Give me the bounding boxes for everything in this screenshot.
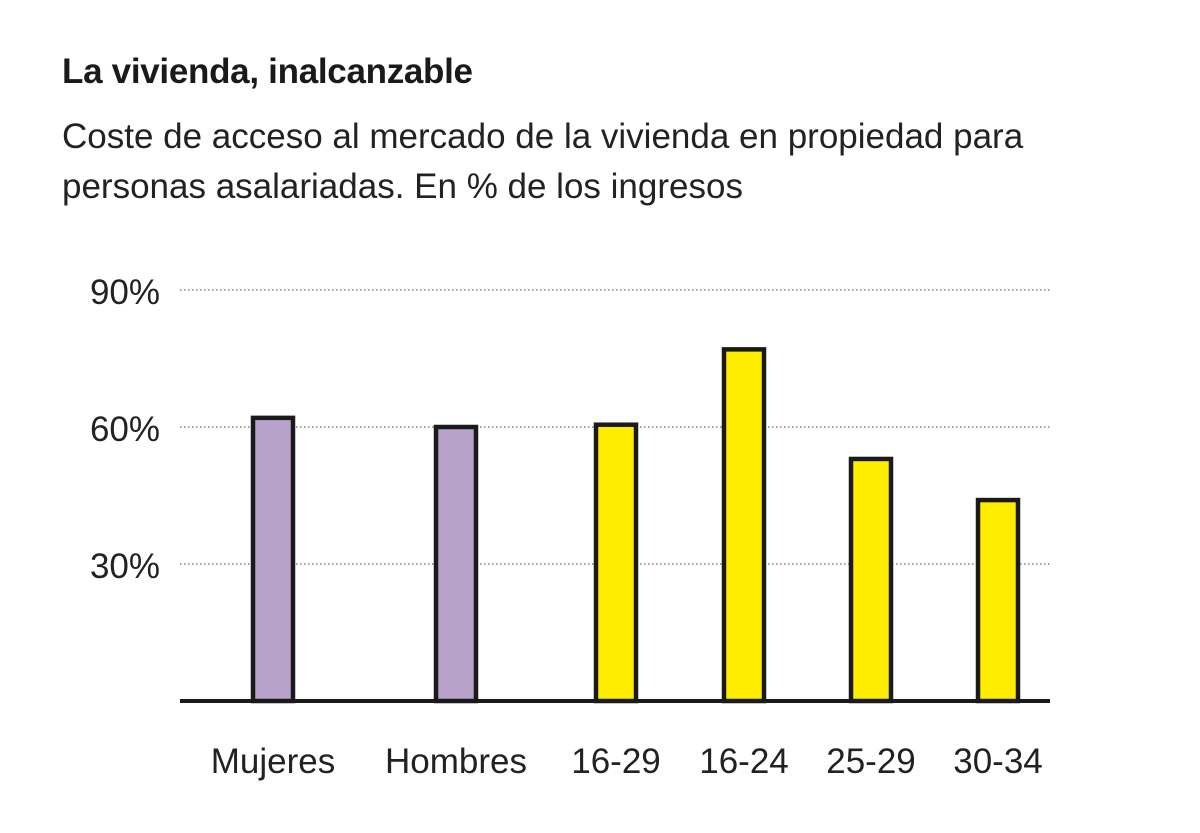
bar <box>593 422 639 704</box>
bar <box>250 415 296 704</box>
x-tick-label: Mujeres <box>211 742 335 781</box>
bar <box>975 497 1021 704</box>
bar <box>848 456 894 704</box>
y-tick-label: 60% <box>90 410 160 449</box>
y-tick-label: 90% <box>90 273 160 312</box>
y-tick-label: 30% <box>90 547 160 586</box>
chart-title: La vivienda, inalcanzable <box>62 52 473 91</box>
bar <box>433 424 479 704</box>
chart-subtitle: Coste de acceso al mercado de la viviend… <box>62 117 1024 206</box>
bar <box>721 347 767 704</box>
x-tick-label: 16-24 <box>699 742 789 781</box>
x-tick-label: 16-29 <box>571 742 661 781</box>
x-tick-label: Hombres <box>385 742 527 781</box>
x-tick-label: 30-34 <box>953 742 1043 781</box>
x-tick-label: 25-29 <box>826 742 916 781</box>
